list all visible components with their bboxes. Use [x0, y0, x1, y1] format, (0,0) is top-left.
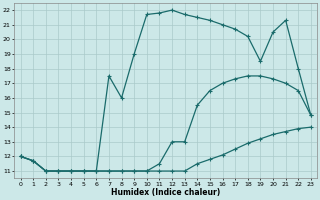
X-axis label: Humidex (Indice chaleur): Humidex (Indice chaleur) — [111, 188, 220, 197]
